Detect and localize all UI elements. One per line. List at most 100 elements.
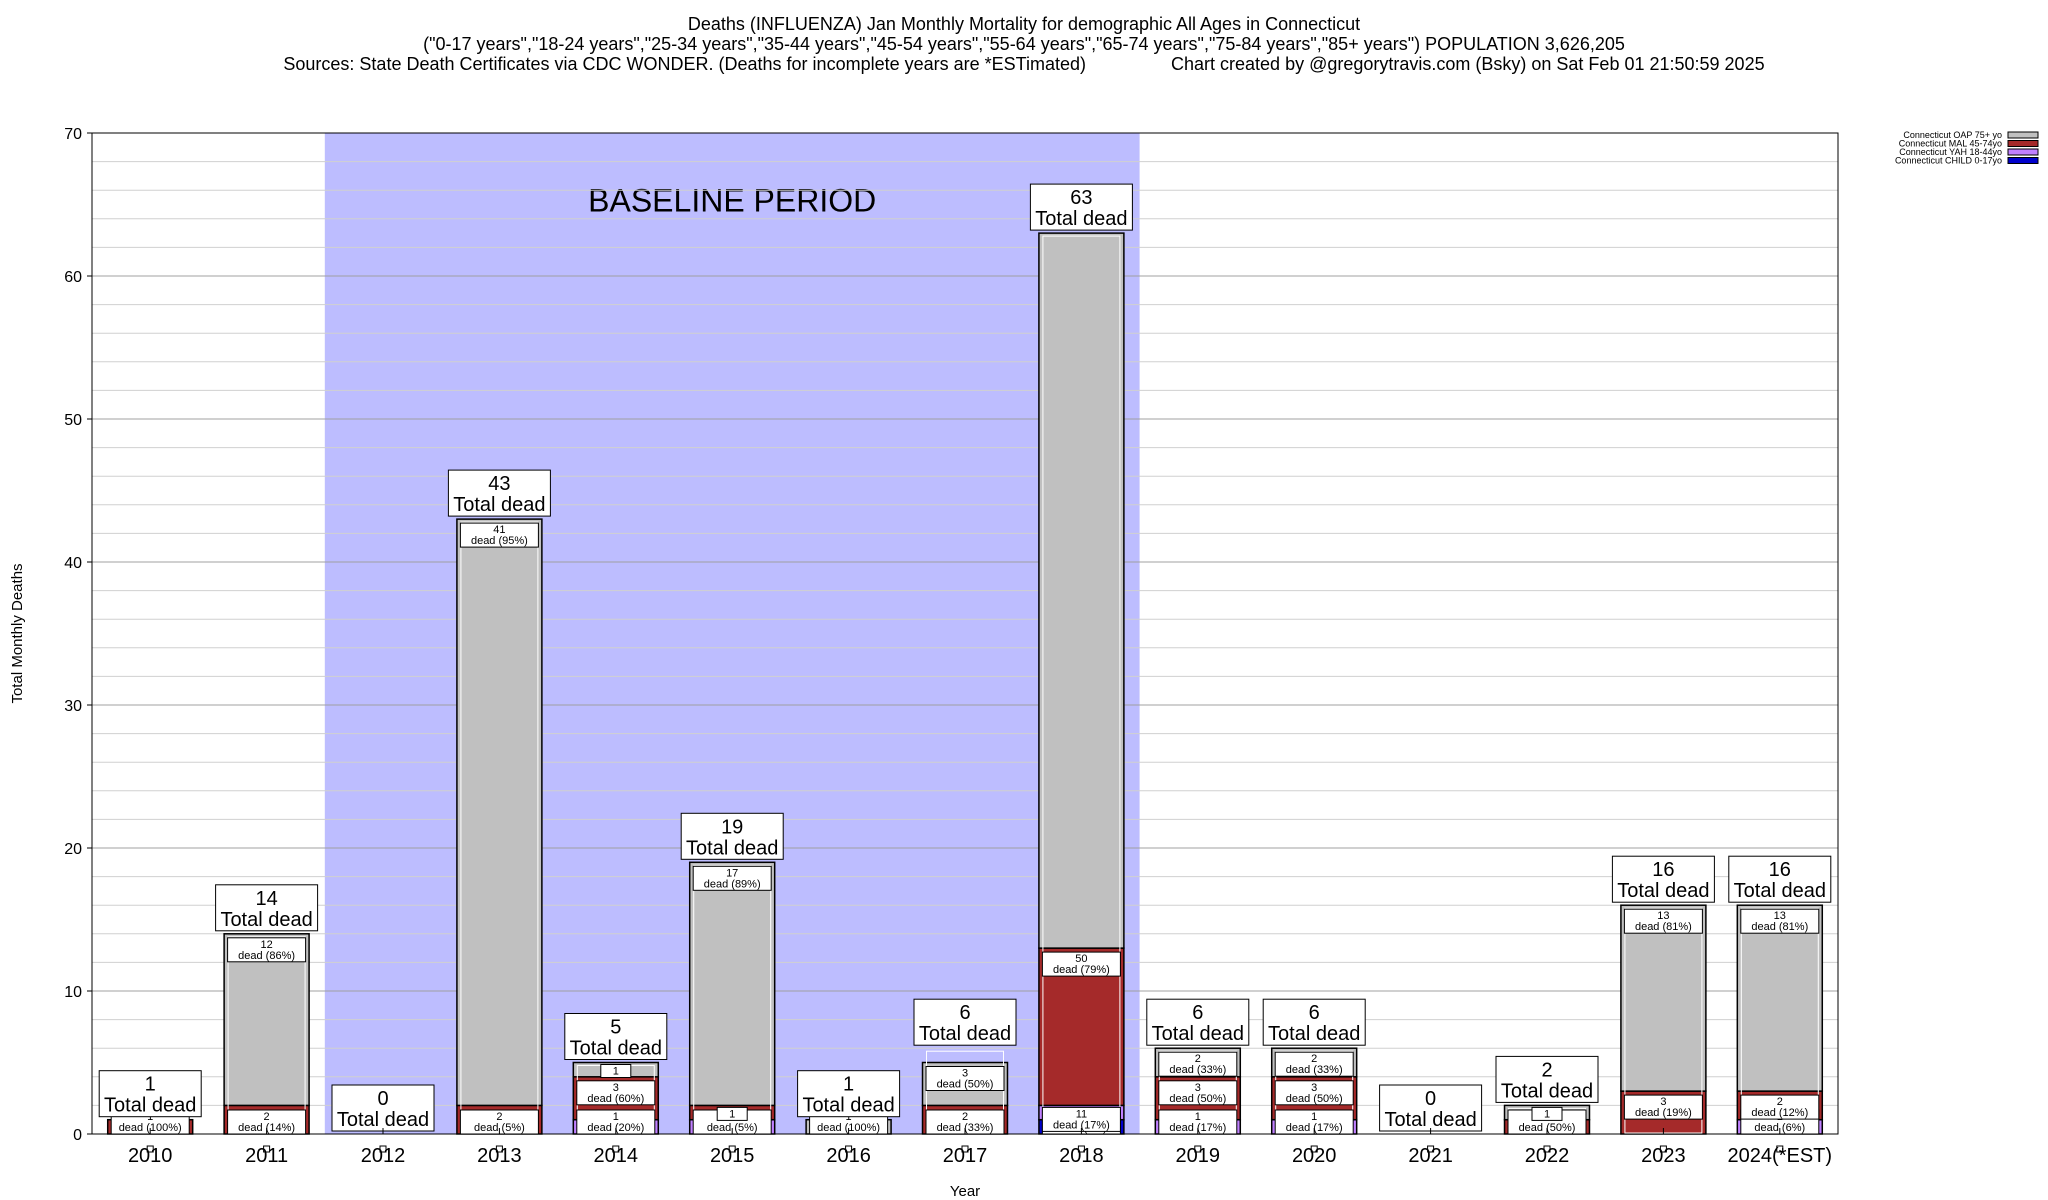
segment-count-label: 2	[1777, 1096, 1783, 1108]
segment-label-box	[1623, 908, 1703, 934]
segment-percent-label: dead (60%)	[587, 1093, 644, 1105]
total-dead-label: Total dead	[1617, 880, 1709, 902]
chart-subtitle-sources: Sources: State Death Certificates via CD…	[283, 54, 1765, 74]
y-tick-label: 50	[64, 412, 82, 429]
segment-count-label: 1	[613, 1111, 619, 1123]
segment-label-box	[576, 1080, 656, 1106]
segment-label-box	[1158, 1051, 1238, 1077]
total-label-box	[447, 469, 551, 517]
legend-label: Connecticut CHILD 0-17yo	[1895, 156, 2002, 166]
total-dead-label: Total dead	[104, 1095, 196, 1117]
y-tick-label: 70	[64, 126, 82, 143]
total-count-label: 6	[1309, 1002, 1320, 1024]
baseline-marker	[1310, 1145, 1318, 1153]
baseline-marker	[1543, 1145, 1551, 1153]
segment-label-box	[1623, 1094, 1703, 1120]
segment-count-label: 11	[1076, 1108, 1087, 1120]
baseline-marker	[1659, 1145, 1667, 1153]
segment-count-label: 41	[493, 524, 505, 536]
segment-count-label: 2	[1195, 1053, 1201, 1065]
total-count-label: 1	[843, 1074, 854, 1096]
segment-percent-label: dead (33%)	[1169, 1064, 1226, 1076]
y-tick-label: 20	[64, 841, 82, 858]
total-count-label: 6	[1192, 1002, 1203, 1024]
segment-count-label: 3	[962, 1068, 968, 1080]
total-count-label: 16	[1652, 859, 1674, 881]
segment-percent-label: dead (81%)	[1635, 921, 1692, 933]
x-tick-label: 2024(*EST)	[1728, 1145, 1833, 1167]
total-dead-label: Total dead	[1734, 880, 1826, 902]
y-tick-label: 60	[64, 269, 82, 286]
segment-count-label: 3	[1195, 1082, 1201, 1094]
segment-percent-label: dead (19%)	[1635, 1107, 1692, 1119]
legend-swatch	[2007, 131, 2039, 139]
segment-percent-label: dead (33%)	[1286, 1064, 1343, 1076]
total-dead-label: Total dead	[686, 837, 778, 859]
segment-count-label: 1	[729, 1108, 735, 1120]
y-tick-label: 40	[64, 555, 82, 572]
segment-label-box	[716, 1106, 748, 1121]
segment-label-box	[1274, 1080, 1354, 1106]
total-count-label: 14	[255, 888, 277, 910]
total-dead-label: Total dead	[1501, 1080, 1593, 1102]
chart-subtitle-age-groups: ("0-17 years","18-24 years","25-34 years…	[423, 34, 1625, 54]
total-count-label: 16	[1769, 859, 1791, 881]
legend-label: Connecticut OAP 75+ yo	[1903, 130, 2002, 140]
total-label-box	[331, 1084, 435, 1132]
total-count-label: 0	[1425, 1088, 1436, 1110]
total-label-box	[913, 998, 1017, 1046]
x-tick-label: 2020	[1292, 1145, 1337, 1167]
segment-count-label: 1	[1195, 1111, 1201, 1123]
segment-label-box	[1274, 1051, 1354, 1077]
total-dead-label: Total dead	[802, 1095, 894, 1117]
segment-label-box	[692, 865, 772, 891]
total-dead-label: Total dead	[1152, 1023, 1244, 1045]
legend-swatch	[2007, 148, 2039, 156]
segment-percent-label: dead (81%)	[1751, 921, 1808, 933]
baseline-marker	[1427, 1145, 1435, 1153]
legend-swatch	[2007, 140, 2039, 147]
total-count-label: 2	[1541, 1059, 1552, 1081]
baseline-marker	[263, 1145, 271, 1153]
legend-label: Connecticut YAH 18-44yo	[1899, 147, 2002, 157]
total-dead-label: Total dead	[453, 494, 545, 516]
segment-count-label: 3	[1660, 1096, 1666, 1108]
bar-segment	[223, 933, 310, 1107]
segment-label-box	[1740, 908, 1820, 934]
x-tick-label: 2018	[1059, 1145, 1104, 1167]
segment-label-box	[600, 1064, 632, 1078]
segment-label-box	[925, 1066, 1005, 1091]
total-label-box	[1146, 998, 1250, 1046]
segment-count-label: 12	[260, 939, 272, 951]
segment-count-label: 2	[496, 1111, 502, 1123]
x-axis-label: Year	[950, 1183, 980, 1200]
segment-count-label: 1	[1311, 1111, 1317, 1123]
baseline-marker	[845, 1145, 853, 1153]
total-label-box	[1611, 855, 1715, 903]
segment-count-label: 3	[1311, 1082, 1317, 1094]
segment-count-label: 2	[264, 1111, 270, 1123]
total-label-box	[98, 1070, 202, 1118]
total-count-label: 0	[377, 1088, 388, 1110]
legend-swatch	[2007, 157, 2039, 164]
total-count-label: 5	[610, 1017, 621, 1039]
total-count-label: 63	[1070, 187, 1092, 209]
segment-count-label: 2	[962, 1111, 968, 1123]
bar-segment	[1620, 904, 1707, 1092]
x-tick-label: 2022	[1525, 1145, 1570, 1167]
segment-percent-label: dead (89%)	[704, 878, 761, 890]
x-tick-label: 2012	[361, 1145, 406, 1167]
bar-segment	[456, 518, 543, 1107]
total-label-box	[680, 812, 784, 860]
total-label-box	[215, 884, 319, 932]
total-label-box	[1379, 1084, 1483, 1132]
segment-count-label: 13	[1774, 910, 1786, 922]
total-count-label: 19	[721, 816, 743, 838]
x-tick-label: 2013	[477, 1145, 522, 1167]
legend-label: Connecticut MAL 45-74yo	[1899, 139, 2002, 149]
y-tick-label: 30	[64, 698, 82, 715]
segment-label-box	[1531, 1106, 1563, 1121]
x-tick-label: 2014	[594, 1145, 639, 1167]
baseline-marker	[1194, 1145, 1202, 1153]
x-tick-label: 2017	[943, 1145, 988, 1167]
